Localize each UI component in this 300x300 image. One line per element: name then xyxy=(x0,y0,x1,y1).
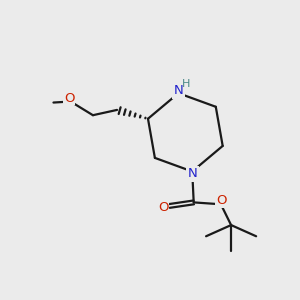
Text: H: H xyxy=(182,79,190,89)
Text: O: O xyxy=(158,201,168,214)
Text: N: N xyxy=(188,167,197,180)
Text: O: O xyxy=(64,92,75,105)
Text: N: N xyxy=(174,84,183,97)
Text: O: O xyxy=(216,194,226,207)
